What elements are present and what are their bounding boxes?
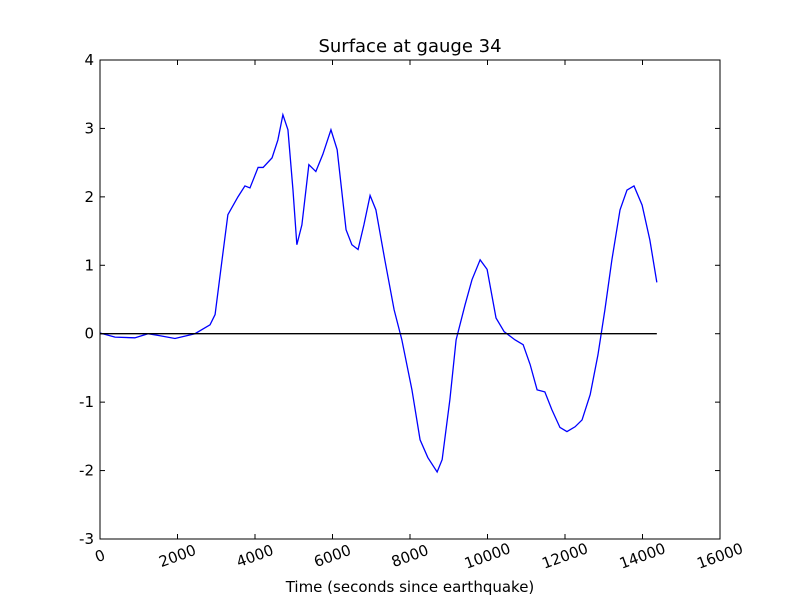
plot-frame	[99, 59, 721, 540]
line-series	[99, 112, 658, 474]
chart-title: Surface at gauge 34	[318, 36, 501, 57]
y-tick-label: 3	[84, 119, 94, 137]
y-tick-label: -2	[79, 462, 94, 480]
y-tick-label: -1	[79, 393, 94, 411]
x-axis-label: Time (seconds since earthquake)	[285, 578, 535, 596]
y-tick-label: -3	[79, 530, 94, 548]
y-tick-label: 1	[84, 256, 94, 274]
y-tick-label: 2	[84, 188, 94, 206]
y-tick-label: 4	[84, 51, 94, 69]
y-tick-label: 0	[84, 325, 94, 343]
